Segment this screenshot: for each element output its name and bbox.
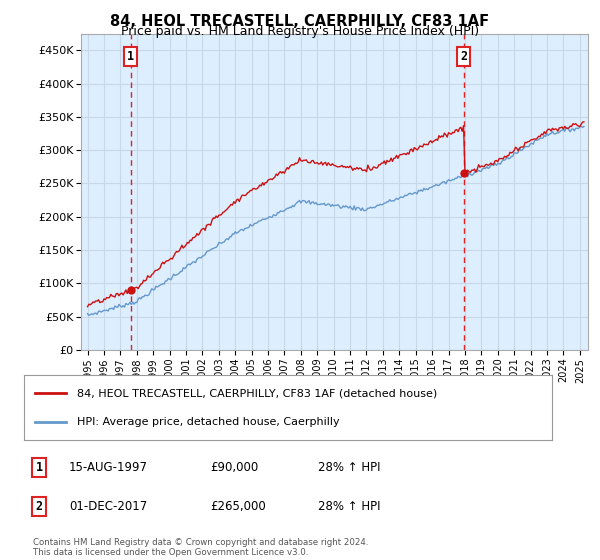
Text: Contains HM Land Registry data © Crown copyright and database right 2024.
This d: Contains HM Land Registry data © Crown c… bbox=[33, 538, 368, 557]
Text: 84, HEOL TRECASTELL, CAERPHILLY, CF83 1AF: 84, HEOL TRECASTELL, CAERPHILLY, CF83 1A… bbox=[110, 14, 490, 29]
Text: HPI: Average price, detached house, Caerphilly: HPI: Average price, detached house, Caer… bbox=[77, 417, 340, 427]
Text: 1: 1 bbox=[35, 461, 43, 474]
Text: 28% ↑ HPI: 28% ↑ HPI bbox=[318, 500, 380, 514]
Text: Price paid vs. HM Land Registry's House Price Index (HPI): Price paid vs. HM Land Registry's House … bbox=[121, 25, 479, 38]
Text: 1: 1 bbox=[127, 50, 134, 63]
Text: 28% ↑ HPI: 28% ↑ HPI bbox=[318, 461, 380, 474]
Text: £265,000: £265,000 bbox=[210, 500, 266, 514]
Text: £90,000: £90,000 bbox=[210, 461, 258, 474]
Text: 2: 2 bbox=[35, 500, 43, 514]
Text: 84, HEOL TRECASTELL, CAERPHILLY, CF83 1AF (detached house): 84, HEOL TRECASTELL, CAERPHILLY, CF83 1A… bbox=[77, 388, 437, 398]
Text: 2: 2 bbox=[460, 50, 467, 63]
Text: 01-DEC-2017: 01-DEC-2017 bbox=[69, 500, 147, 514]
Text: 15-AUG-1997: 15-AUG-1997 bbox=[69, 461, 148, 474]
